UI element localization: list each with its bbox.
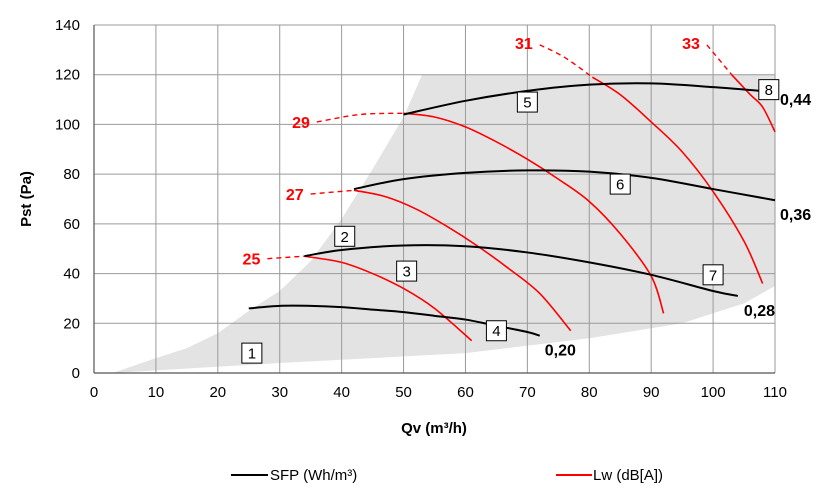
lw-curve-29 bbox=[403, 112, 665, 314]
legend-sfp-label: SFP (Wh/m³) bbox=[270, 467, 357, 484]
x-tick-label: 60 bbox=[457, 384, 474, 401]
sfp-label-0-36: 0,36 bbox=[780, 207, 811, 224]
curve-number-8: 8 bbox=[765, 82, 773, 99]
x-tick-label: 90 bbox=[643, 384, 660, 401]
curve-number-box-1 bbox=[241, 342, 263, 364]
lw-curve-29-extension bbox=[316, 112, 404, 123]
curve-number-box-2 bbox=[334, 225, 356, 247]
curve-number-1: 1 bbox=[248, 346, 256, 363]
sfp-series bbox=[248, 82, 776, 337]
sfp-label-0-20: 0,20 bbox=[545, 343, 576, 360]
y-tick-label: 140 bbox=[55, 17, 80, 34]
curve-number-box-6 bbox=[609, 173, 631, 195]
curve-number-boxes: 1 2 3 4 5 6 7 8 bbox=[241, 79, 780, 364]
y-tick-label: 100 bbox=[55, 116, 80, 133]
x-tick-label: 20 bbox=[209, 384, 226, 401]
sfp-curve-0-36 bbox=[353, 169, 776, 202]
curve-number-3: 3 bbox=[402, 264, 410, 281]
x-tick-label: 100 bbox=[701, 384, 726, 401]
lw-label-31: 31 bbox=[515, 36, 533, 53]
sfp-curve-0-44 bbox=[403, 82, 776, 116]
lw-curve-25-extension bbox=[267, 255, 305, 260]
lw-label-25: 25 bbox=[243, 252, 261, 269]
curve-number-box-7 bbox=[702, 264, 724, 286]
y-tick-label: 0 bbox=[72, 365, 80, 382]
lw-curve-31 bbox=[591, 76, 764, 284]
legend-lw-label: Lw (dB[A]) bbox=[593, 467, 663, 484]
curve-number-box-4 bbox=[485, 320, 507, 342]
lw-label-29: 29 bbox=[292, 115, 310, 132]
lw-curve-33 bbox=[731, 74, 776, 133]
lw-label-33: 33 bbox=[682, 36, 700, 53]
y-tick-label: 80 bbox=[63, 166, 80, 183]
axes bbox=[93, 25, 775, 374]
sfp-label-0-44: 0,44 bbox=[780, 92, 811, 109]
lw-curve-31-extension bbox=[539, 44, 593, 78]
sfp-label-0-28: 0,28 bbox=[744, 303, 775, 320]
lw-series bbox=[267, 44, 776, 342]
curve-number-6: 6 bbox=[616, 177, 624, 194]
x-tick-label: 110 bbox=[763, 384, 787, 401]
grid bbox=[94, 24, 776, 373]
lw-curve-25 bbox=[304, 255, 473, 342]
curve-number-box-8 bbox=[758, 79, 780, 101]
curve-number-2: 2 bbox=[341, 229, 349, 246]
y-tick-label: 120 bbox=[55, 67, 80, 84]
x-tick-label: 0 bbox=[90, 384, 98, 401]
x-tick-label: 10 bbox=[148, 384, 165, 401]
curve-number-7: 7 bbox=[709, 267, 717, 284]
lw-label-27: 27 bbox=[286, 187, 304, 204]
curve-number-box-3 bbox=[396, 260, 418, 282]
x-tick-label: 70 bbox=[519, 384, 536, 401]
curve-number-box-5 bbox=[516, 91, 538, 113]
x-tick-label: 50 bbox=[395, 384, 412, 401]
x-tick-label: 80 bbox=[581, 384, 598, 401]
y-tick-label: 60 bbox=[63, 216, 80, 233]
lw-curve-27 bbox=[353, 189, 572, 332]
sfp-curve-0-28 bbox=[304, 244, 739, 297]
lw-curve-27-extension bbox=[310, 189, 355, 195]
y-tick-label: 20 bbox=[63, 315, 80, 332]
y-axis-title: Pst (Pa) bbox=[18, 171, 35, 227]
y-tick-label: 40 bbox=[63, 266, 80, 283]
legend: SFP (Wh/m³) Lw (dB[A]) bbox=[231, 467, 663, 484]
tick-labels: 0 10 20 30 40 50 60 70 80 90 100 110020406080100120… bbox=[55, 17, 787, 401]
x-axis-title: Qv (m³/h) bbox=[401, 420, 467, 437]
curve-number-4: 4 bbox=[492, 323, 500, 340]
lw-curve-33-extension bbox=[706, 44, 733, 76]
x-tick-label: 40 bbox=[333, 384, 350, 401]
x-tick-label: 30 bbox=[271, 384, 288, 401]
curve-number-5: 5 bbox=[523, 95, 531, 112]
